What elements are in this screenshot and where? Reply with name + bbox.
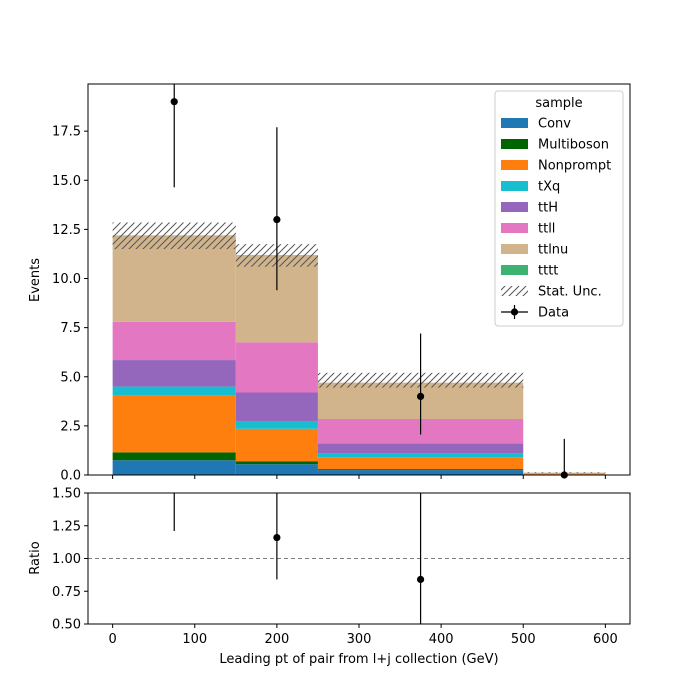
ratio-point-2	[416, 575, 425, 584]
main-y-tick-label: 0.0	[60, 469, 81, 484]
bar-txq-bin-2	[317, 453, 524, 458]
ratio-y-tick-label: 1.50	[52, 487, 81, 502]
legend-swatch-hatch	[501, 286, 528, 296]
legend-swatch	[501, 202, 528, 212]
stat-unc-band-bin-0	[112, 222, 236, 250]
data-point-0	[170, 98, 178, 106]
legend-swatch	[501, 223, 528, 233]
legend-label: Data	[538, 306, 569, 321]
ratio-y-tick-label: 1.25	[52, 519, 81, 534]
legend-entry-tth: ttH	[501, 201, 558, 216]
x-tick-label: 400	[429, 632, 454, 647]
legend-label: ttH	[538, 201, 558, 216]
bar-ttlnu-bin-0	[112, 235, 236, 322]
bar-tth-bin-2	[317, 443, 524, 454]
legend-swatch	[501, 139, 528, 149]
bar-nonprompt-bin-1	[235, 428, 318, 462]
legend-swatch	[501, 181, 528, 191]
legend-entry-ttlnu: ttlnu	[501, 243, 568, 258]
legend-swatch	[501, 118, 528, 128]
ratio-point-0	[171, 483, 178, 490]
x-tick-label: 100	[182, 632, 207, 647]
x-axis-title: Leading pt of pair from l+j collection (…	[219, 652, 498, 667]
x-tick-label: 500	[511, 632, 536, 647]
legend-label: ttlnu	[538, 243, 568, 258]
bar-tth-bin-0	[112, 360, 236, 387]
legend-title: sample	[535, 96, 582, 111]
legend-label: Nonprompt	[538, 159, 611, 174]
main-y-tick-label: 5.0	[60, 370, 81, 385]
bar-tth-bin-1	[235, 392, 318, 421]
legend-label: ttll	[538, 222, 555, 237]
ratio-axes-frame	[87, 492, 631, 625]
data-point-2	[416, 392, 425, 401]
legend-label: Multiboson	[538, 138, 609, 153]
legend-entry-txq: tXq	[501, 180, 560, 195]
legend-label: Stat. Unc.	[538, 285, 602, 300]
ratio-panel: 0.50 0.75 1.00 1.25 1.50 0 100 200 300 400 500 600…	[28, 483, 631, 647]
legend-label: tttt	[538, 264, 558, 279]
bar-nonprompt-bin-0	[112, 395, 236, 453]
legend-swatch	[501, 265, 528, 275]
legend-data-marker	[510, 308, 519, 316]
ratio-point-1	[273, 533, 281, 542]
main-panel: 0.0 2.5 5.0 7.5 10.0 12.5 15.0 17.5 Events	[28, 83, 631, 484]
legend: sample Conv Multiboson Nonprompt tXq ttH ttll t…	[494, 90, 624, 327]
legend-label: tXq	[538, 180, 560, 195]
main-y-axis-title: Events	[28, 258, 43, 302]
legend-entry-nonprompt: Nonprompt	[501, 159, 611, 174]
legend-label: Conv	[538, 117, 571, 132]
bar-nonprompt-bin-2	[317, 457, 524, 470]
ratio-y-tick-label: 0.50	[52, 618, 81, 633]
main-y-tick-label: 15.0	[52, 174, 81, 189]
bar-txq-bin-0	[112, 386, 236, 396]
main-y-tick-label: 12.5	[52, 223, 81, 238]
legend-swatch	[501, 244, 528, 254]
legend-entry-data: Data	[501, 305, 569, 321]
legend-entry-ttll: ttll	[501, 222, 555, 237]
bar-multiboson-bin-1	[235, 461, 318, 465]
legend-entry-conv: Conv	[501, 117, 571, 132]
legend-entry-tttt: tttt	[501, 264, 558, 279]
main-y-tick-label: 7.5	[60, 321, 81, 336]
x-tick-label: 0	[108, 632, 116, 647]
ratio-y-tick-label: 0.75	[52, 585, 81, 600]
bar-ttll-bin-0	[112, 321, 236, 361]
data-point-1	[273, 215, 281, 224]
legend-entry-stat-unc-: Stat. Unc.	[501, 285, 602, 300]
bar-conv-bin-1	[235, 464, 318, 475]
x-tick-label: 600	[593, 632, 618, 647]
ratio-y-tick-label: 1.00	[52, 552, 81, 567]
legend-swatch	[501, 160, 528, 170]
main-y-tick-label: 2.5	[60, 419, 81, 434]
x-tick-label: 300	[347, 632, 372, 647]
bar-multiboson-bin-0	[112, 452, 236, 461]
bar-multiboson-bin-2	[317, 469, 524, 471]
main-y-tick-label: 17.5	[52, 125, 81, 140]
legend-entry-multiboson: Multiboson	[501, 138, 609, 153]
bar-conv-bin-0	[112, 460, 236, 475]
bar-ttll-bin-1	[235, 342, 318, 393]
main-y-tick-label: 10.0	[52, 272, 81, 287]
x-tick-label: 200	[264, 632, 289, 647]
bar-txq-bin-1	[235, 420, 318, 429]
bar-conv-bin-2	[317, 470, 524, 475]
ratio-y-axis-title: Ratio	[28, 541, 43, 574]
